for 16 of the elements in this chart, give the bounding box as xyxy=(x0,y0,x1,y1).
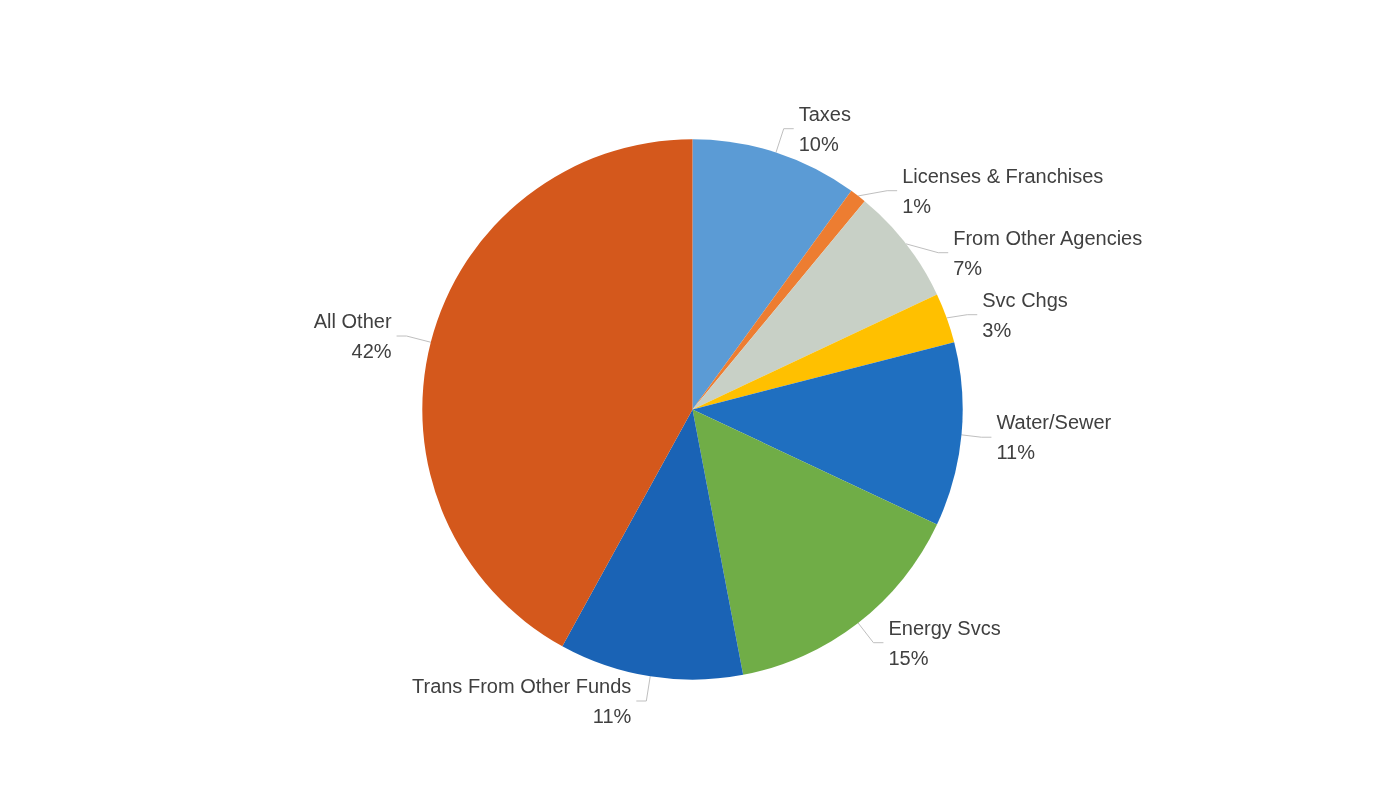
data-label: 11% xyxy=(996,441,1036,464)
slice-label: Svc Chgs xyxy=(982,288,1068,311)
data-label: 11% xyxy=(592,705,632,728)
data-label: 42% xyxy=(351,340,392,363)
slice-label: Licenses & Franchises xyxy=(902,164,1104,187)
slice-label: Water/Sewer xyxy=(996,411,1112,434)
slice-label: Taxes xyxy=(798,102,851,125)
slice-label: All Other xyxy=(313,310,392,333)
data-label: 10% xyxy=(798,132,839,155)
data-label: 1% xyxy=(902,194,932,217)
data-label: 7% xyxy=(953,256,983,279)
data-label: 3% xyxy=(982,318,1012,341)
slice-label: From Other Agencies xyxy=(953,226,1143,249)
slice-label: Energy Svcs xyxy=(888,616,1001,639)
slice-label: Trans From Other Funds xyxy=(411,675,632,698)
data-label: 15% xyxy=(888,646,929,669)
